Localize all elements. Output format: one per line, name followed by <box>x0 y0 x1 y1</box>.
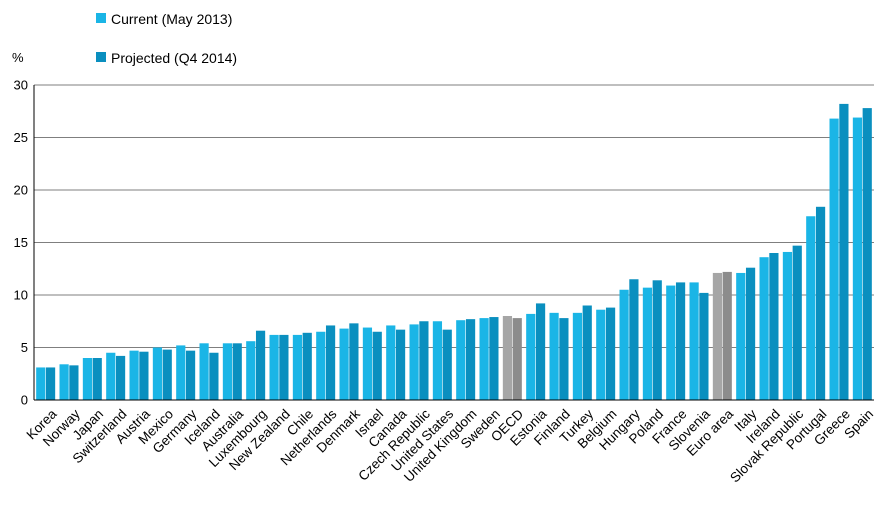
bar-projected-iceland <box>209 352 219 400</box>
bar-current-poland <box>642 287 653 400</box>
bar-current-united-states <box>432 321 443 400</box>
bar-current-netherlands <box>316 331 326 400</box>
bar-current-korea <box>36 367 46 400</box>
bar-projected-switzerland <box>115 355 126 400</box>
bar-projected-mexico <box>162 349 172 400</box>
legend-swatch-projected <box>96 52 106 62</box>
y-tick-label: 30 <box>14 78 28 93</box>
bar-projected-spain <box>862 108 872 400</box>
bar-projected-korea <box>45 367 56 400</box>
y-tick-label: 0 <box>21 393 28 408</box>
bar-current-luxembourg <box>246 341 256 400</box>
bar-projected-hungary <box>629 279 639 400</box>
plot-frame <box>33 85 874 401</box>
bar-current-germany <box>176 345 186 400</box>
bar-projected-israel <box>372 331 382 400</box>
y-axis-ticks: 0 5 10 15 20 25 30 <box>14 78 28 408</box>
bar-current-france <box>666 285 676 400</box>
y-tick-label: 20 <box>14 183 28 198</box>
bar-current-oecd <box>502 316 513 400</box>
bar-current-united-kingdom <box>456 320 466 400</box>
bar-current-estonia <box>526 313 536 400</box>
bar-current-italy <box>736 272 746 400</box>
legend-label-projected: Projected (Q4 2014) <box>111 50 237 66</box>
bar-current-chile <box>292 334 303 400</box>
bar-current-hungary <box>619 289 629 400</box>
bar-current-ireland <box>759 257 769 400</box>
bar-projected-new-zealand <box>279 334 289 400</box>
bar-current-japan <box>82 358 93 400</box>
bar-projected-austria <box>139 351 149 400</box>
bar-current-turkey <box>572 312 583 400</box>
bar-current-portugal <box>806 216 816 400</box>
bar-projected-turkey <box>582 305 592 400</box>
bar-projected-slovenia <box>699 292 709 400</box>
bar-current-finland <box>549 312 559 400</box>
bar-projected-united-kingdom <box>465 319 476 400</box>
bar-projected-germany <box>185 350 196 400</box>
y-tick-label: 15 <box>14 235 28 250</box>
bar-current-norway <box>59 364 69 400</box>
bar-current-new-zealand <box>269 334 279 400</box>
bar-projected-italy <box>745 267 756 400</box>
bar-projected-japan <box>92 358 102 400</box>
bar-current-spain <box>852 117 863 401</box>
bar-projected-greece <box>839 103 849 401</box>
bar-projected-poland <box>652 280 662 400</box>
bar-projected-denmark <box>349 323 359 400</box>
bars <box>36 103 872 401</box>
bar-current-mexico <box>152 347 163 400</box>
bar-projected-chile <box>302 332 312 400</box>
gridlines <box>34 84 874 401</box>
bar-current-czech-republic <box>409 324 419 400</box>
bar-projected-canada <box>395 329 406 400</box>
bar-current-canada <box>386 325 396 400</box>
y-tick-label: 5 <box>21 340 28 355</box>
bar-current-sweden <box>479 318 489 400</box>
bar-projected-slovak-republic <box>792 245 802 400</box>
bar-current-switzerland <box>106 352 116 400</box>
bar-projected-finland <box>559 318 569 400</box>
bar-projected-sweden <box>489 317 499 400</box>
bar-current-australia <box>222 343 233 400</box>
bar-projected-france <box>675 282 686 400</box>
bar-current-belgium <box>596 309 606 400</box>
y-tick-label: 10 <box>14 288 28 303</box>
y-tick-label: 25 <box>14 130 28 145</box>
bar-current-israel <box>362 327 373 400</box>
bar-projected-ireland <box>769 253 779 400</box>
legend-swatch-current <box>96 13 106 23</box>
bar-projected-portugal <box>815 206 826 400</box>
bar-current-iceland <box>199 343 209 400</box>
bar-projected-norway <box>69 365 79 400</box>
x-axis-labels: KoreaNorwayJapanSwitzerlandAustriaMexico… <box>23 406 876 485</box>
bar-projected-netherlands <box>325 325 336 400</box>
bar-projected-united-states <box>442 329 452 400</box>
y-axis-unit-label: % <box>12 50 24 65</box>
bar-projected-oecd <box>512 318 522 400</box>
bar-projected-australia <box>232 343 242 400</box>
bar-projected-luxembourg <box>255 330 266 400</box>
bar-projected-euro-area <box>722 271 732 400</box>
bar-projected-estonia <box>535 303 546 400</box>
bar-current-denmark <box>339 328 349 400</box>
bar-current-greece <box>829 118 839 400</box>
bar-projected-czech-republic <box>419 321 429 400</box>
bar-projected-belgium <box>605 307 616 400</box>
bar-current-austria <box>129 350 139 400</box>
bar-current-slovenia <box>689 282 699 400</box>
legend-label-current: Current (May 2013) <box>111 11 232 27</box>
bar-current-slovak-republic <box>782 251 793 400</box>
bar-current-euro-area <box>712 272 723 400</box>
legend: Current (May 2013) Projected (Q4 2014) <box>96 11 237 66</box>
